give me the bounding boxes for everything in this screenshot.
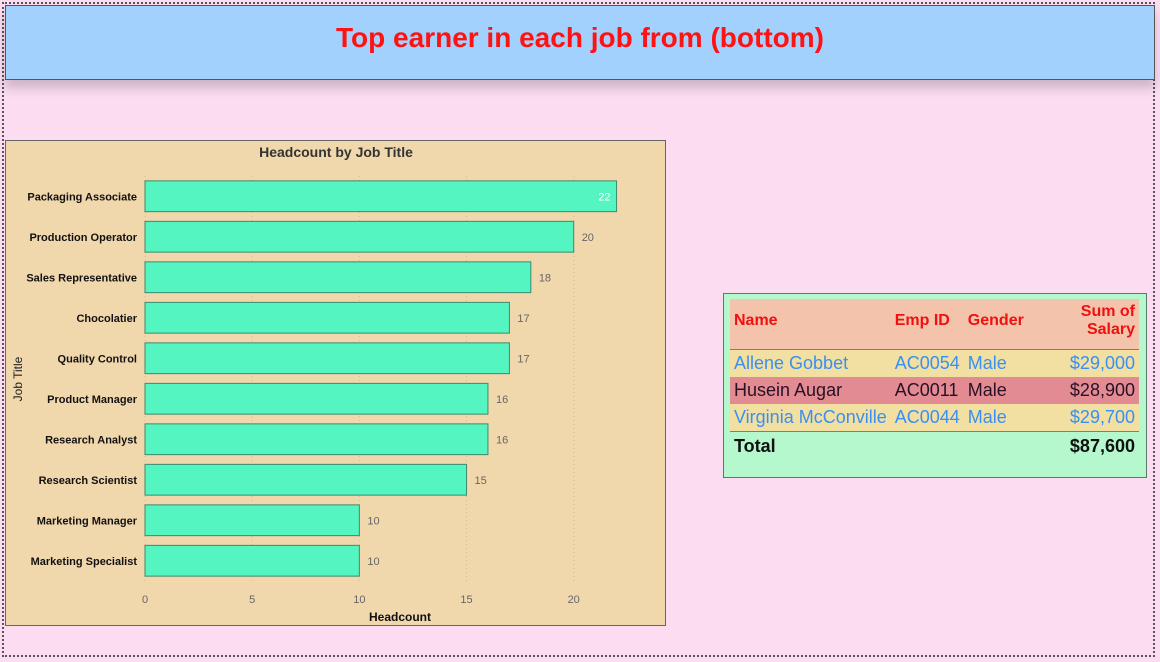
y-tick-label: Marketing Manager bbox=[37, 515, 138, 527]
bar bbox=[144, 463, 468, 496]
top-earners-table-card[interactable]: Name Emp ID Gender Sum of Salary Allene … bbox=[723, 293, 1147, 478]
x-tick-label: 0 bbox=[142, 594, 148, 606]
x-tick-label: 5 bbox=[249, 594, 255, 606]
data-label: 17 bbox=[517, 313, 529, 325]
column-header-name[interactable]: Name bbox=[730, 299, 891, 350]
column-header-salary[interactable]: Sum of Salary bbox=[1027, 299, 1139, 350]
bar bbox=[144, 301, 510, 334]
x-tick-label: 10 bbox=[353, 594, 365, 606]
y-tick-label: Sales Representative bbox=[26, 272, 137, 284]
column-header-gender[interactable]: Gender bbox=[963, 299, 1028, 350]
data-label: 17 bbox=[517, 353, 529, 365]
bar bbox=[144, 261, 532, 294]
x-tick-label: 20 bbox=[568, 594, 580, 606]
table-row[interactable]: Virginia McConville AC0044 Male $29,700 bbox=[730, 404, 1139, 432]
bar bbox=[144, 504, 360, 537]
bar bbox=[144, 423, 489, 456]
y-tick-label: Product Manager bbox=[47, 394, 138, 406]
table-total-row: Total $87,600 bbox=[730, 431, 1139, 460]
data-label: 16 bbox=[496, 394, 508, 406]
x-tick-label: 15 bbox=[460, 594, 472, 606]
y-tick-label: Production Operator bbox=[29, 232, 137, 244]
table-row[interactable]: Allene Gobbet AC0054 Male $29,000 bbox=[730, 349, 1139, 377]
data-label: 22 bbox=[598, 191, 610, 203]
page-title: Top earner in each job from (bottom) bbox=[336, 22, 824, 53]
cell-salary: $28,900 bbox=[1027, 377, 1139, 404]
cell-salary: $29,000 bbox=[1027, 349, 1139, 377]
data-label: 15 bbox=[475, 475, 487, 487]
bar bbox=[144, 180, 618, 213]
table-header-row: Name Emp ID Gender Sum of Salary bbox=[730, 299, 1139, 350]
total-label: Total bbox=[730, 431, 891, 460]
headcount-chart[interactable]: 0 5 10 15 20 Headcount by Job Title Headcount J… bbox=[5, 140, 666, 626]
cell-name: Allene Gobbet bbox=[730, 349, 891, 377]
y-tick-label: Packaging Associate bbox=[27, 191, 137, 203]
cell-gender: Male bbox=[963, 377, 1028, 404]
bar bbox=[144, 544, 360, 577]
data-label: 18 bbox=[539, 272, 551, 284]
cell-name: Virginia McConville bbox=[730, 404, 891, 432]
top-earners-table: Name Emp ID Gender Sum of Salary Allene … bbox=[730, 299, 1139, 460]
data-label: 16 bbox=[496, 434, 508, 446]
title-banner: Top earner in each job from (bottom) bbox=[5, 5, 1155, 80]
bar bbox=[144, 382, 489, 415]
x-axis-label: Headcount bbox=[369, 610, 431, 624]
y-axis-label: Job Title bbox=[11, 356, 25, 401]
bar bbox=[144, 220, 575, 253]
cell-emp-id: AC0044 bbox=[890, 404, 964, 432]
bar bbox=[144, 342, 510, 375]
cell-emp-id: AC0011 bbox=[890, 377, 964, 404]
total-value: $87,600 bbox=[1027, 431, 1139, 460]
y-tick-label: Chocolatier bbox=[76, 313, 137, 325]
table-row[interactable]: Husein Augar AC0011 Male $28,900 bbox=[730, 377, 1139, 404]
cell-gender: Male bbox=[963, 404, 1028, 432]
data-label: 10 bbox=[367, 556, 379, 568]
y-tick-label: Quality Control bbox=[58, 353, 137, 365]
column-header-emp-id[interactable]: Emp ID bbox=[890, 299, 964, 350]
cell-salary: $29,700 bbox=[1027, 404, 1139, 432]
data-label: 10 bbox=[367, 515, 379, 527]
y-tick-label: Marketing Specialist bbox=[31, 556, 138, 568]
cell-gender: Male bbox=[963, 349, 1028, 377]
y-tick-label: Research Scientist bbox=[39, 475, 138, 487]
chart-canvas: 0 5 10 15 20 Headcount by Job Title Headcount J… bbox=[11, 144, 618, 624]
cell-name: Husein Augar bbox=[730, 377, 891, 404]
data-label: 20 bbox=[582, 232, 594, 244]
chart-title: Headcount by Job Title bbox=[259, 144, 413, 160]
cell-emp-id: AC0054 bbox=[890, 349, 964, 377]
y-tick-label: Research Analyst bbox=[45, 434, 137, 446]
